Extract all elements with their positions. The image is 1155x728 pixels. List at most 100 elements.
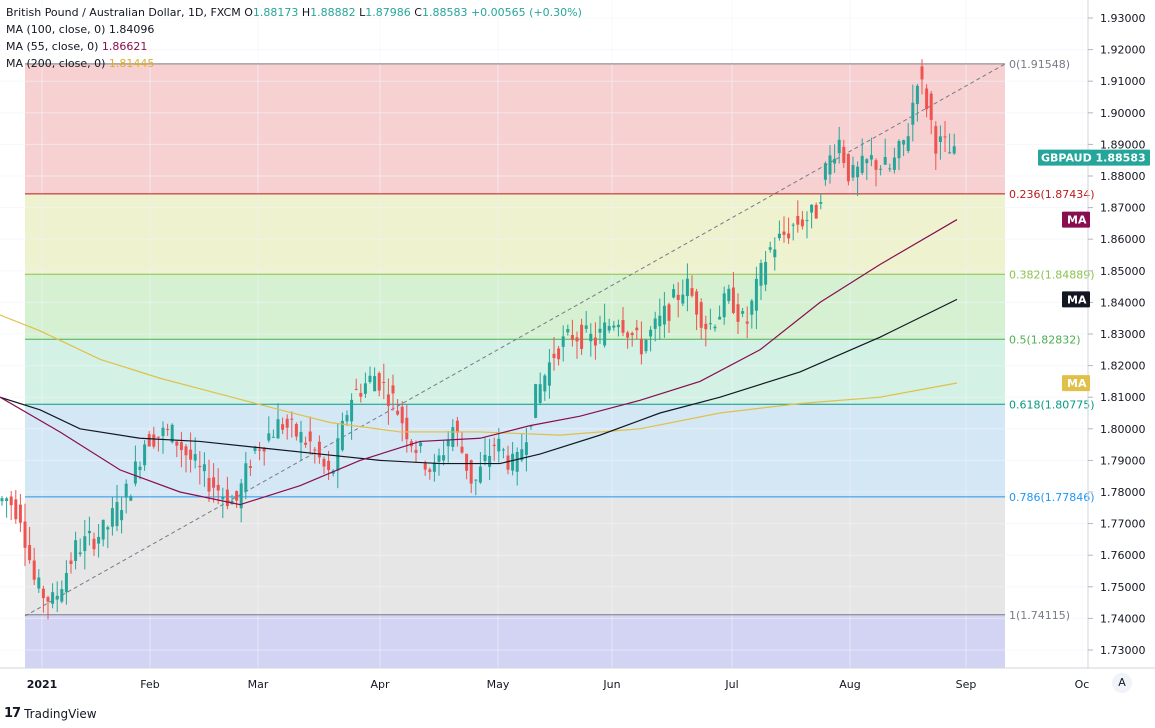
fib-trend-line bbox=[24, 63, 1006, 617]
candle-body bbox=[253, 447, 257, 451]
candle-body bbox=[612, 325, 616, 328]
candle-body bbox=[754, 278, 758, 311]
candle-body bbox=[948, 152, 952, 154]
fib-label: 1(1.74115) bbox=[1009, 609, 1070, 622]
candle-body bbox=[764, 261, 768, 285]
candle-body bbox=[722, 293, 726, 318]
candle-body bbox=[667, 304, 671, 321]
candle-body bbox=[695, 291, 699, 315]
candle-body bbox=[626, 332, 630, 338]
price-tick-label: 1.79000 bbox=[1100, 454, 1146, 467]
candle-body bbox=[202, 464, 206, 472]
ma100-tag bbox=[1062, 291, 1090, 308]
legend-ma100-row[interactable]: MA (100, close, 0) 1.84096 bbox=[6, 21, 582, 38]
candle-body bbox=[819, 202, 823, 204]
legend-ma55-row[interactable]: MA (55, close, 0) 1.86621 bbox=[6, 38, 582, 55]
candle-body bbox=[718, 316, 722, 320]
candle-body bbox=[313, 449, 317, 451]
candle-body bbox=[534, 384, 538, 418]
candle-body bbox=[193, 454, 197, 461]
candle-body bbox=[83, 536, 87, 552]
candle-body bbox=[897, 140, 901, 159]
candle-body bbox=[915, 85, 919, 105]
candle-body bbox=[552, 353, 556, 359]
candle-body bbox=[354, 388, 358, 390]
candle-body bbox=[543, 375, 547, 392]
candle-body bbox=[14, 499, 18, 520]
candle-body bbox=[529, 425, 533, 427]
time-tick-label: Jul bbox=[724, 678, 738, 691]
candle-body bbox=[837, 139, 841, 154]
candle-body bbox=[442, 455, 446, 461]
candle-body bbox=[437, 455, 441, 462]
candle-body bbox=[455, 420, 459, 433]
candle-body bbox=[106, 527, 110, 530]
time-tick-label: Feb bbox=[140, 678, 159, 691]
candle-body bbox=[607, 325, 611, 331]
candle-body bbox=[304, 442, 308, 445]
candle-body bbox=[350, 399, 354, 422]
close-value: 1.88583 bbox=[421, 6, 468, 19]
candle-body bbox=[888, 168, 892, 170]
candle-body bbox=[110, 508, 114, 527]
ma200-tag-text: MA bbox=[1067, 377, 1087, 390]
candle-body bbox=[704, 323, 708, 330]
candle-body bbox=[281, 424, 285, 430]
candle-body bbox=[419, 442, 423, 447]
candle-body bbox=[143, 444, 147, 466]
candle-body bbox=[658, 315, 662, 327]
candle-body bbox=[750, 300, 754, 315]
candle-body bbox=[690, 288, 694, 296]
candle-body bbox=[934, 126, 938, 154]
candle-body bbox=[248, 466, 252, 469]
candle-body bbox=[920, 66, 924, 80]
ma200-tag bbox=[1062, 375, 1090, 392]
candle-body bbox=[773, 249, 777, 258]
price-tick-label: 1.73000 bbox=[1100, 644, 1146, 657]
candle-body bbox=[713, 326, 717, 329]
candle-body bbox=[396, 410, 400, 415]
high-value: 1.88882 bbox=[310, 6, 356, 19]
candle-body bbox=[906, 136, 910, 151]
candle-body bbox=[925, 88, 929, 110]
candle-body bbox=[336, 438, 340, 471]
candle-body bbox=[561, 336, 565, 347]
candle-body bbox=[166, 428, 170, 430]
candle-body bbox=[685, 278, 689, 297]
auto-scale-button[interactable]: A bbox=[1112, 673, 1132, 693]
candle-body bbox=[124, 483, 128, 498]
candle-body bbox=[0, 498, 4, 502]
price-tick-label: 1.87000 bbox=[1100, 202, 1146, 215]
candle-body bbox=[244, 463, 248, 492]
legend-ma200-row[interactable]: MA (200, close, 0) 1.81445 bbox=[6, 55, 582, 72]
grid bbox=[0, 0, 1088, 668]
price-tick-label: 1.93000 bbox=[1100, 12, 1146, 25]
footer: 17 TradingView bbox=[4, 706, 97, 721]
ma-lines bbox=[0, 219, 958, 506]
price-tick-label: 1.84000 bbox=[1100, 296, 1146, 309]
candle-body bbox=[616, 324, 620, 328]
candle-body bbox=[405, 417, 409, 440]
candle-body bbox=[41, 588, 45, 599]
candle-body bbox=[593, 337, 597, 346]
candle-body bbox=[147, 434, 151, 447]
ma55-label: MA (55, close, 0) bbox=[6, 40, 99, 53]
candle-body bbox=[520, 449, 524, 461]
legend-symbol-row[interactable]: British Pound / Australian Dollar, 1D, F… bbox=[6, 4, 582, 21]
ma200-line bbox=[0, 314, 958, 436]
candle-body bbox=[239, 483, 243, 509]
candle-body bbox=[731, 287, 735, 313]
candle-body bbox=[262, 448, 266, 452]
tradingview-logo-icon[interactable]: 17 bbox=[4, 706, 21, 721]
price-tick-label: 1.74000 bbox=[1100, 612, 1146, 625]
candle-body bbox=[465, 453, 469, 471]
candle-body bbox=[630, 332, 634, 336]
tradingview-brand[interactable]: TradingView bbox=[24, 706, 97, 721]
candle-body bbox=[423, 463, 427, 470]
candle-body bbox=[570, 334, 574, 341]
time-tick-label: Apr bbox=[370, 678, 390, 691]
candle-body bbox=[759, 263, 763, 286]
candle-body bbox=[943, 136, 947, 138]
